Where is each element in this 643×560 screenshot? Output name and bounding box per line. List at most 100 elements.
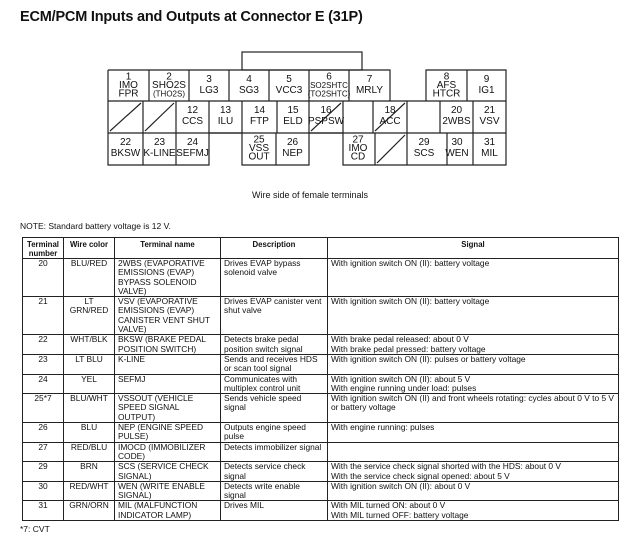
terminal-label: K-LINE (143, 148, 176, 159)
table-row: 29 BRN SCS (SERVICE CHECK SIGNAL) Detects s… (22, 461, 619, 482)
terminal-name-cell: WEN (WRITE ENABLE SIGNAL) (114, 480, 221, 502)
description-cell: Detects brake pedal position switch sign… (220, 334, 328, 355)
terminal-name-cell: SEFMJ (114, 373, 221, 395)
terminal-number-cell: 30 (22, 480, 64, 502)
terminal-number: 4 (246, 74, 252, 85)
signal-cell: With ignition switch ON (II): about 5 V … (327, 373, 619, 395)
terminal-cell-23: 23K-LINE (143, 137, 176, 159)
terminal-label: ILU (218, 116, 234, 127)
terminal-label: IG1 (478, 85, 495, 96)
terminal-label: OUT (248, 152, 269, 163)
signal-cell: With ignition switch ON (II): battery vo… (327, 257, 619, 298)
wire-color-cell: LT BLU (63, 353, 115, 375)
table-body: 20 BLU/RED 2WBS (EVAPORATIVE EMISSIONS (EV… (22, 257, 619, 522)
terminal-name-cell: BKSW (BRAKE PEDAL POSITION SWITCH) (114, 334, 221, 355)
terminal-label: VCC3 (276, 85, 303, 96)
connector-outline (107, 69, 507, 166)
signal-cell: With ignition switch ON (II) and front w… (327, 393, 619, 424)
header-terminal-number: Terminal number (22, 237, 64, 259)
note: NOTE: Standard battery voltage is 12 V. (20, 221, 171, 231)
cell-dividers-row1 (148, 70, 468, 101)
signal-cell (327, 441, 619, 463)
terminal-number: 14 (254, 105, 266, 116)
table-row: 21 LT GRN/RED VSV (EVAPORATIVE EMISSIONS (… (22, 296, 619, 336)
table-row: 24 YEL SEFMJ Communicates with multiplex co… (22, 373, 619, 395)
wire-color-cell: BRN (63, 461, 115, 482)
terminal-number: 16 (320, 105, 332, 116)
description-cell: Detects immobilizer signal (220, 441, 328, 463)
terminal-number: 20 (451, 105, 463, 116)
terminal-label: 2WBS (442, 116, 471, 127)
signal-cell: With ignition switch ON (II): pulses or … (327, 353, 619, 375)
terminal-number: 21 (484, 105, 496, 116)
terminal-number: 31 (484, 137, 496, 148)
table-row: 22 WHT/BLK BKSW (BRAKE PEDAL POSITION SWIT… (22, 334, 619, 355)
terminal-label: IMO (119, 80, 138, 91)
terminal-label: SO2SHTC (310, 81, 348, 90)
terminal-name-cell: IMOCD (IMMOBILIZER CODE) (114, 441, 221, 463)
description-cell: Sends vehicle speed signal (220, 393, 328, 424)
terminal-number: 13 (220, 105, 232, 116)
table-row: 23 LT BLU K-LINE Sends and receives HDS or … (22, 353, 619, 375)
terminal-number: 5 (286, 74, 292, 85)
terminal-label: FTP (250, 116, 269, 127)
wire-color-cell: YEL (63, 373, 115, 395)
terminal-label: SEFMJ (176, 148, 209, 159)
terminal-number-cell: 22 (22, 334, 64, 355)
signal-cell: With ignition switch ON (II): battery vo… (327, 296, 619, 336)
connector-row-1: 1IMOFPR2SHO2S(THO2S)3LG34SG35VCC36SO2SHT… (119, 72, 495, 100)
terminal-number: 22 (120, 137, 132, 148)
terminal-label: (THO2S) (153, 90, 185, 99)
terminal-table: Terminal number Wire color Terminal name… (22, 237, 619, 522)
connector-row-3: 22BKSW23K-LINE24SEFMJ25VSSOUT26NEP27IMOC… (111, 135, 498, 163)
terminal-number: 1 (126, 72, 132, 83)
cell-dividers-row2 (142, 101, 474, 133)
terminal-label: SHO2S (152, 80, 186, 91)
connector-diagram: 1IMOFPR2SHO2S(THO2S)3LG34SG35VCC36SO2SHT… (107, 51, 507, 166)
table-row: 30 RED/WHT WEN (WRITE ENABLE SIGNAL) Detect… (22, 480, 619, 502)
description-cell: Drives EVAP canister vent shut valve (220, 296, 328, 336)
connector-latch (241, 51, 363, 71)
terminal-number: 9 (484, 74, 490, 85)
terminal-number-cell: 29 (22, 461, 64, 482)
wire-color-cell: BLU (63, 422, 115, 443)
table-row: 31 GRN/ORN MIL (MALFUNCTION INDICATOR LAMP… (22, 500, 619, 522)
table-row: 26 BLU NEP (ENGINE SPEED PULSE) Outputs eng… (22, 422, 619, 443)
wire-color-cell: LT GRN/RED (63, 296, 115, 336)
terminal-label: (TO2SHTC) (308, 90, 351, 99)
terminal-label: CCS (182, 116, 203, 127)
terminal-number: 12 (187, 105, 199, 116)
wire-color-cell: RED/BLU (63, 441, 115, 463)
terminal-label: ELD (283, 116, 302, 127)
description-cell: Drives EVAP bypass solenoid valve (220, 257, 328, 298)
terminal-label: NEP (282, 148, 303, 159)
terminal-label: VSS (249, 143, 269, 154)
terminal-label: PSPSW (308, 116, 345, 127)
description-cell: Outputs engine speed pulse (220, 422, 328, 443)
terminal-number: 23 (154, 137, 166, 148)
terminal-label: LG3 (200, 85, 219, 96)
terminal-number-cell: 31 (22, 500, 64, 522)
terminal-name-cell: NEP (ENGINE SPEED PULSE) (114, 422, 221, 443)
terminal-label: MIL (481, 148, 498, 159)
terminal-name-cell: 2WBS (EVAPORATIVE EMISSIONS (EVAP) BYPAS… (114, 257, 221, 298)
table-row: 27 RED/BLU IMOCD (IMMOBILIZER CODE) Detects… (22, 441, 619, 463)
signal-cell: With the service check signal shorted wi… (327, 461, 619, 482)
connector-caption: Wire side of female terminals (251, 190, 369, 200)
terminal-label: BKSW (111, 148, 141, 159)
terminal-number-cell: 26 (22, 422, 64, 443)
footnote: *7: CVT (20, 524, 50, 534)
terminal-label: HTCR (433, 89, 461, 100)
